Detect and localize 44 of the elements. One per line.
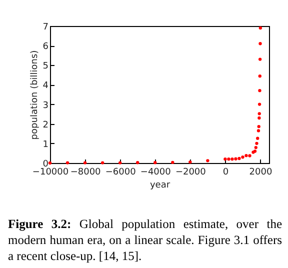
x-tick-label: 2000 [249,168,272,178]
point [206,159,210,162]
point [257,125,260,128]
point [256,136,260,140]
x-tick-label: −10000 [32,168,69,178]
point [248,154,252,158]
point [136,161,140,164]
y-tick-label: 3 [42,100,48,111]
y-tick-label: 6 [42,42,49,52]
y-tick-label: 4 [42,81,49,92]
point [66,161,70,164]
x-axis-title: year [150,180,170,190]
point [224,158,227,161]
point [258,89,262,92]
x-tick-label: −4000 [140,168,172,178]
point [227,158,230,161]
point [254,146,258,150]
x-tick-label: 0 [222,168,229,178]
point [258,112,261,116]
x-tick-label: −2000 [175,168,206,178]
point [256,129,260,132]
point [171,160,174,164]
point [234,157,238,160]
y-tick-label: 1 [42,140,48,150]
point [258,42,262,46]
point [258,74,262,78]
y-axis-title: population (billions) [30,50,40,140]
point [100,161,104,164]
y-tick-label: 7 [42,22,48,32]
point [258,116,261,120]
point [241,156,244,159]
point [258,26,262,30]
point [244,154,248,158]
point [258,102,262,106]
x-tick-label: −6000 [105,168,136,178]
y-tick-label: 2 [42,120,48,130]
point [258,58,262,61]
x-tick-label: −8000 [70,168,102,178]
caption: Figure 3.2: Global population estimate, over the modern human era, on a linear scale. Figure 3.1 offers a recent close-up. [14, 15]. [8,216,282,264]
y-tick-label: 0 [42,160,49,170]
point [255,142,258,146]
y-tick-label: 5 [42,62,48,72]
point [230,158,234,161]
point [238,156,241,160]
